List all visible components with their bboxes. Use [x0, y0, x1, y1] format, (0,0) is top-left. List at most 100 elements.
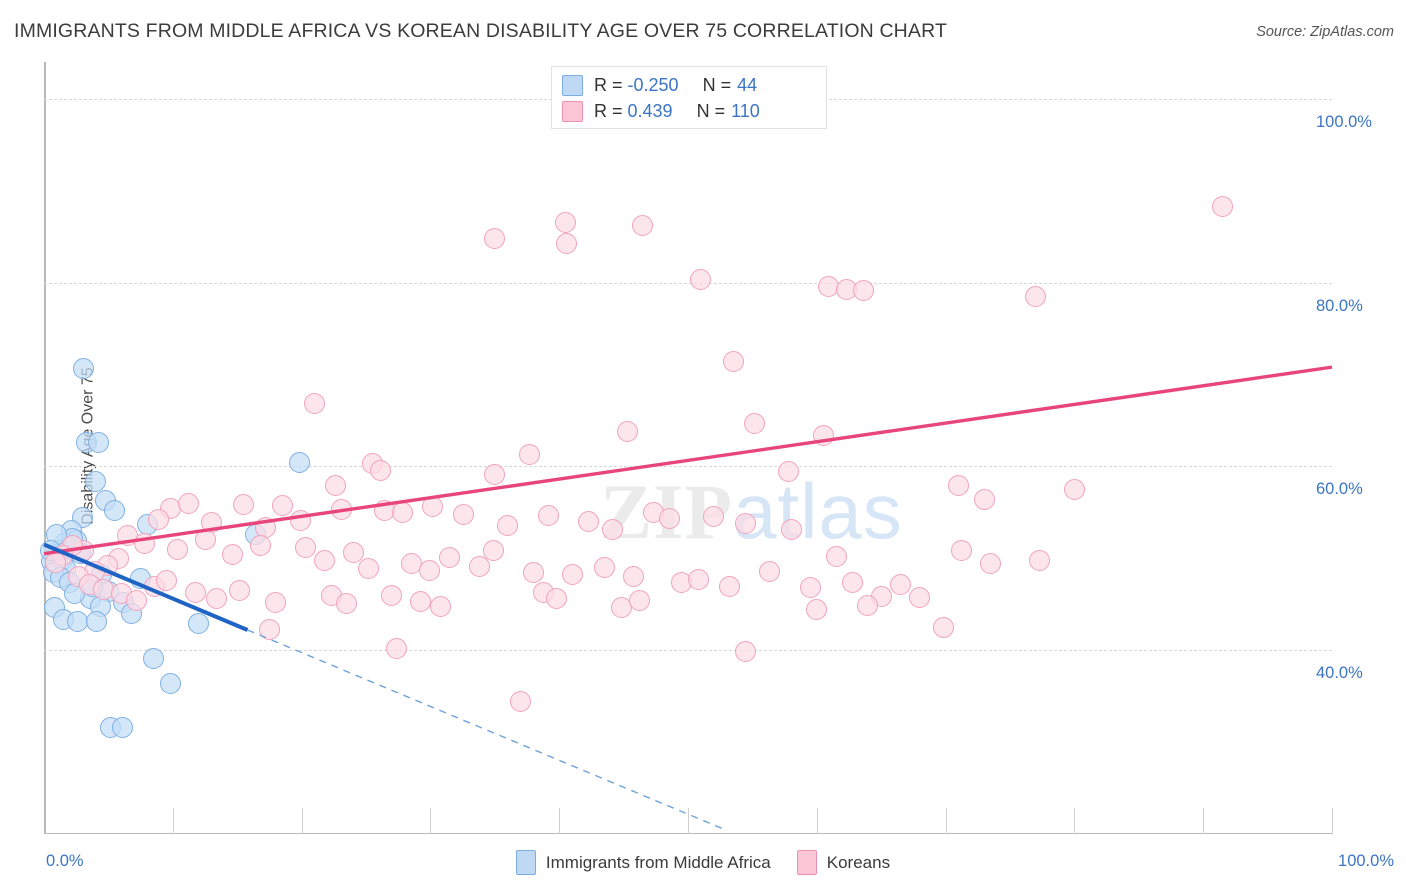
- scatter-point: [578, 511, 600, 533]
- scatter-point: [497, 514, 519, 536]
- correlation-stats-box: R = -0.250 N = 44 R = 0.439 N = 110: [551, 66, 827, 129]
- stat-n-value-pink: 110: [731, 100, 760, 121]
- scatter-point: [555, 212, 577, 234]
- y-axis-line: [44, 62, 46, 834]
- x-axis-tick: [1332, 808, 1333, 834]
- scatter-point: [799, 577, 821, 599]
- scatter-point: [369, 460, 391, 482]
- scatter-point: [430, 595, 452, 617]
- scatter-point: [758, 560, 780, 582]
- stat-n-label-pink: N =: [696, 100, 726, 121]
- stat-r-value-blue: -0.250: [627, 74, 679, 95]
- scatter-point: [104, 499, 126, 521]
- scatter-point: [593, 556, 615, 578]
- scatter-point: [342, 542, 364, 564]
- scatter-point: [221, 544, 243, 566]
- scatter-point: [167, 538, 189, 560]
- scatter-point: [690, 269, 712, 291]
- x-axis-tick: [301, 808, 303, 834]
- stat-n-value-blue: 44: [737, 74, 758, 95]
- scatter-point: [632, 215, 654, 237]
- stat-n-label-blue: N =: [702, 74, 732, 95]
- page-title: IMMIGRANTS FROM MIDDLE AFRICA VS KOREAN …: [14, 20, 948, 42]
- scatter-point: [973, 488, 995, 510]
- scatter-point: [744, 412, 766, 434]
- scatter-point: [856, 594, 878, 616]
- scatter-point: [324, 475, 346, 497]
- scatter-point: [1063, 478, 1085, 500]
- scatter-point: [777, 461, 799, 483]
- scatter-point: [314, 549, 336, 571]
- stat-r-value-pink: 0.439: [627, 100, 673, 121]
- scatter-point: [112, 716, 134, 738]
- scatter-point: [1029, 549, 1051, 571]
- scatter-point: [87, 431, 109, 453]
- scatter-point: [386, 637, 408, 659]
- scatter-point: [510, 691, 532, 713]
- scatter-point: [623, 566, 645, 588]
- legend-swatch-pink-icon: [796, 850, 817, 875]
- scatter-point: [271, 495, 293, 517]
- scatter-point: [842, 571, 864, 593]
- scatter-point: [303, 393, 325, 415]
- x-axis-tick: [559, 808, 561, 834]
- scatter-point: [484, 464, 506, 486]
- legend-item-koreans[interactable]: Koreans: [796, 850, 891, 875]
- scatter-point: [1212, 195, 1234, 217]
- x-axis-tick: [945, 808, 947, 834]
- scatter-point: [453, 503, 475, 525]
- legend-item-immigrants[interactable]: Immigrants from Middle Africa: [515, 850, 771, 875]
- stat-row-pink: R = 0.439 N = 110: [562, 98, 760, 124]
- scatter-point: [890, 573, 912, 595]
- scatter-point: [358, 557, 380, 579]
- scatter-point: [601, 519, 623, 541]
- gridline: [44, 282, 1332, 284]
- scatter-point: [148, 509, 170, 531]
- y-axis-tick-label: 100.0%: [1316, 112, 1372, 131]
- scatter-point: [86, 611, 108, 633]
- x-axis-min-label: 0.0%: [46, 852, 84, 870]
- scatter-point: [735, 512, 757, 534]
- x-axis-tick: [1074, 808, 1076, 834]
- scatter-point: [439, 546, 461, 568]
- x-axis-tick: [172, 808, 174, 834]
- x-axis-tick: [816, 808, 818, 834]
- scatter-point: [522, 561, 544, 583]
- scatter-point: [806, 599, 828, 621]
- scatter-point: [155, 569, 177, 591]
- y-axis-tick-label: 40.0%: [1316, 664, 1363, 683]
- scatter-point: [177, 492, 199, 514]
- scatter-point: [185, 581, 207, 603]
- scatter-point: [188, 613, 210, 635]
- scatter-point: [484, 227, 506, 249]
- scatter-point: [616, 420, 638, 442]
- scatter-point: [610, 597, 632, 619]
- scatter-point: [780, 519, 802, 541]
- scatter-point: [336, 592, 358, 614]
- legend-label-koreans: Koreans: [826, 852, 891, 872]
- trendline-blue: [43, 542, 249, 632]
- series-legend: Immigrants from Middle Africa Koreans: [0, 850, 1406, 875]
- scatter-point: [687, 568, 709, 590]
- scatter-point: [980, 553, 1002, 575]
- trendline-pink: [43, 365, 1333, 556]
- scatter-point: [722, 351, 744, 373]
- legend-label-immigrants: Immigrants from Middle Africa: [545, 852, 771, 872]
- scatter-point: [468, 556, 490, 578]
- scatter-point: [519, 443, 541, 465]
- scatter-point: [73, 358, 95, 380]
- stat-row-blue: R = -0.250 N = 44: [562, 72, 757, 98]
- scatter-point: [483, 540, 504, 562]
- scatter-point: [265, 591, 287, 613]
- scatter-point: [409, 590, 431, 612]
- x-axis-max-label: 100.0%: [1338, 852, 1394, 870]
- y-axis-tick-label: 80.0%: [1316, 296, 1363, 315]
- scatter-point: [950, 539, 972, 561]
- scatter-point: [229, 579, 251, 601]
- gridline: [44, 466, 1332, 468]
- scatter-point: [852, 280, 874, 302]
- scatter-point: [735, 640, 757, 662]
- scatter-point: [249, 534, 271, 556]
- scatter-point: [628, 590, 650, 612]
